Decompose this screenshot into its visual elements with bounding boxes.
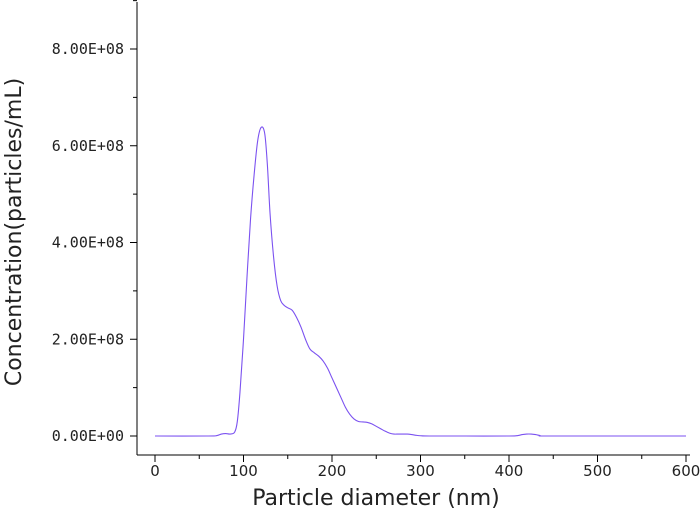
x-tick-label: 200 — [318, 462, 347, 480]
x-tick-label: 0 — [150, 462, 160, 480]
x-axis: 0 100 200 300 400 500 600 — [137, 454, 700, 480]
x-axis-title: Particle diameter (nm) — [252, 486, 500, 511]
y-axis-title: Concentration(particles/mL) — [2, 78, 27, 386]
x-tick-label: 300 — [406, 462, 435, 480]
x-tick-label: 100 — [229, 462, 258, 480]
plot-area — [154, 126, 686, 437]
y-tick-label: 6.00E+08 — [52, 137, 124, 155]
concentration-series-line — [154, 126, 686, 437]
y-tick-label: 4.00E+08 — [52, 234, 124, 252]
x-tick-label: 600 — [672, 462, 700, 480]
y-axis: 0.00E+00 2.00E+08 4.00E+08 6.00E+08 8.00E+08 — [52, 0, 138, 455]
y-tick-label: 8.00E+08 — [52, 40, 124, 58]
x-tick-label: 500 — [583, 462, 612, 480]
x-tick-label: 400 — [495, 462, 524, 480]
y-tick-label: 2.00E+08 — [52, 330, 124, 348]
y-tick-label: 0.00E+00 — [52, 427, 124, 445]
y-ticks: 0.00E+00 2.00E+08 4.00E+08 6.00E+08 8.00E+08 — [52, 0, 137, 445]
x-ticks: 0 100 200 300 400 500 600 — [150, 455, 700, 480]
